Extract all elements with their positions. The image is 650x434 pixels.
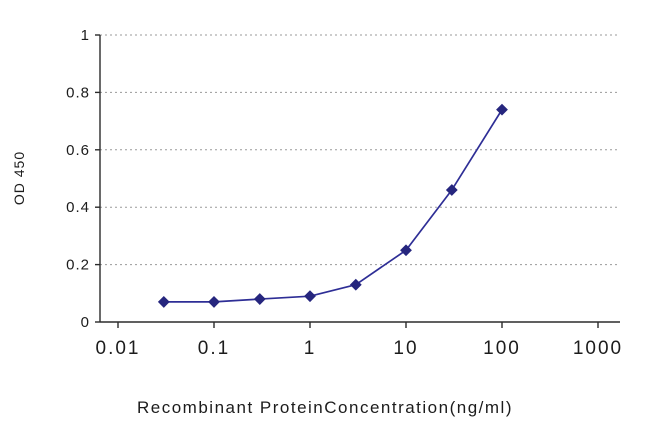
data-point-marker [445, 184, 458, 196]
x-tick-label: 100 [483, 338, 521, 359]
data-point-marker [157, 296, 170, 308]
data-point-marker [304, 290, 316, 303]
series-line [163, 109, 503, 303]
x-tick-label: 0.1 [198, 338, 230, 359]
data-point-marker [496, 103, 508, 116]
data-point-marker [253, 293, 266, 305]
y-tick-label: 0 [81, 314, 90, 331]
x-tick-label: 1000 [573, 338, 623, 359]
y-tick-label: 0.8 [66, 84, 90, 101]
data-point-marker [400, 244, 412, 257]
y-tick-label: 0.2 [66, 257, 90, 274]
x-tick-label: 0.01 [96, 338, 141, 359]
x-axis-title: Recombinant ProteinConcentration(ng/ml) [137, 398, 513, 417]
y-tick-label: 0.4 [66, 199, 90, 216]
data-point-marker [208, 296, 220, 308]
data-point-marker [349, 278, 362, 291]
y-tick-label: 1 [81, 27, 90, 44]
x-tick-label: 10 [393, 338, 418, 359]
y-tick-label: 0.6 [66, 142, 90, 159]
y-axis-title: OD 450 [11, 150, 27, 206]
x-tick-label: 1 [304, 338, 317, 359]
